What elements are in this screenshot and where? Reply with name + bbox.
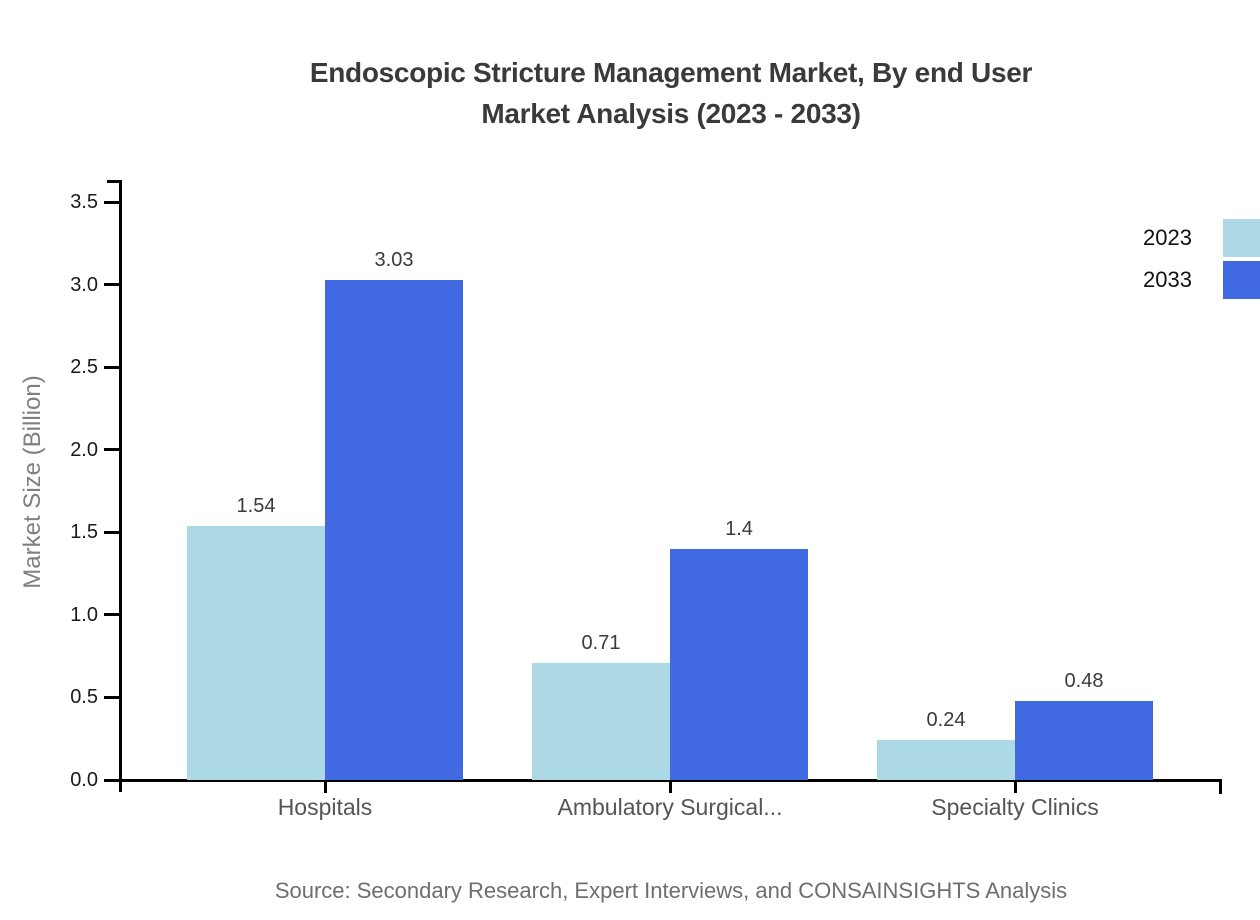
y-tick-mark [104, 695, 120, 699]
y-tick-mark [104, 778, 120, 782]
y-tick-mark [104, 613, 120, 617]
bar-2023-hospitals [187, 525, 325, 780]
source-note: Source: Secondary Research, Expert Inter… [274, 878, 1068, 903]
legend-label-2023: 2023 [1143, 225, 1192, 250]
bar-value-label: 3.03 [374, 248, 414, 271]
bar-value-label: 1.54 [236, 494, 276, 517]
y-tick-mark [104, 530, 120, 534]
y-axis-top-cap [107, 180, 122, 183]
y-tick-mark [104, 365, 120, 369]
x-tick-mark [323, 779, 327, 793]
bar-value-label: 0.71 [581, 631, 621, 654]
y-tick-label: 2.5 [70, 356, 98, 379]
bar-value-label: 0.24 [926, 709, 966, 732]
y-tick-label: 2.0 [70, 438, 98, 461]
legend-swatch-2033 [1223, 261, 1260, 299]
legend-label-2033: 2033 [1143, 267, 1192, 292]
legend-swatch-2023 [1223, 219, 1260, 257]
x-category-label: Specialty Clinics [931, 794, 1099, 820]
chart-title: Endoscopic Stricture Management Market, … [120, 52, 1222, 134]
y-tick-label: 0.5 [70, 686, 98, 709]
bar-2033-specialty-clinics [1015, 700, 1153, 780]
bar-value-label: 0.48 [1064, 669, 1104, 692]
y-tick-label: 3.0 [70, 273, 98, 296]
y-tick-label: 1.0 [70, 603, 98, 626]
bar-2023-ambulatory-surgical- [532, 662, 670, 780]
x-axis-line [104, 779, 1222, 782]
y-tick-mark [104, 200, 120, 204]
y-tick-label: 0.0 [70, 769, 98, 791]
x-category-label: Hospitals [277, 794, 373, 820]
y-tick-label: 1.5 [70, 521, 98, 544]
x-axis-end-cap [1219, 779, 1222, 794]
y-tick-mark [104, 283, 120, 287]
y-axis-title: Market Size (Billion) [19, 375, 46, 589]
bar-2033-ambulatory-surgical- [670, 548, 808, 780]
bar-value-label: 1.4 [725, 517, 753, 540]
chart-title-line2: Market Analysis (2023 - 2033) [481, 98, 861, 129]
bar-2023-specialty-clinics [877, 740, 1015, 780]
y-axis-line [119, 180, 122, 792]
y-tick-label: 3.5 [70, 191, 98, 213]
x-category-label: Ambulatory Surgical... [557, 794, 783, 820]
bar-2033-hospitals [325, 279, 463, 780]
x-tick-mark [668, 779, 672, 793]
x-tick-mark [1013, 779, 1017, 793]
chart-title-line1: Endoscopic Stricture Management Market, … [309, 57, 1033, 88]
y-tick-mark [104, 448, 120, 452]
